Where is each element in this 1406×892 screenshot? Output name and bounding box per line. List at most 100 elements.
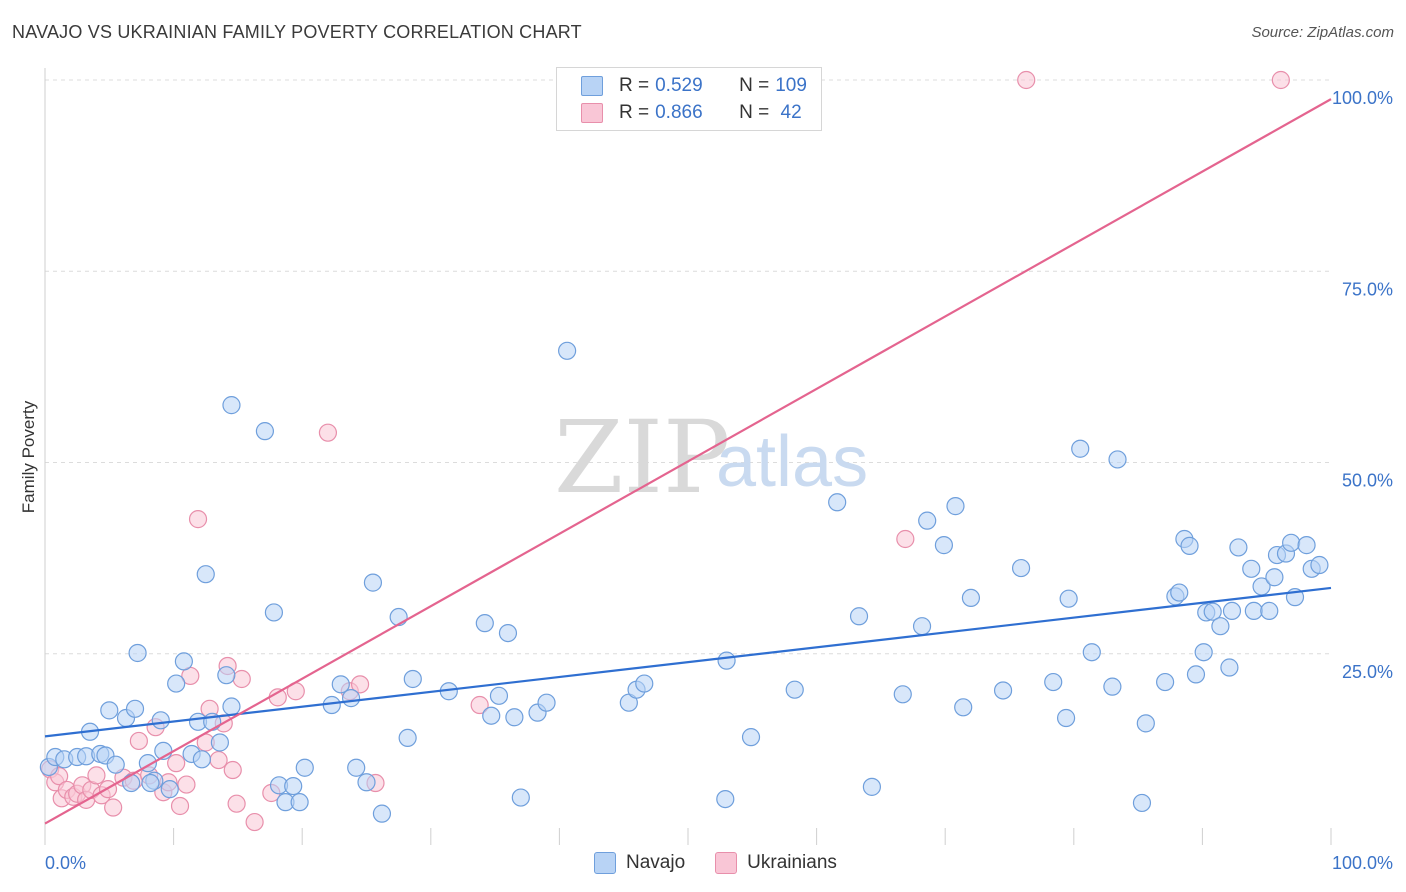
navajo-point [1229,538,1248,557]
ukrainians-point [170,796,190,816]
x-tick-label: 100.0% [1332,853,1393,873]
legend-n-label: N = [739,102,770,123]
navajo-point [210,733,229,752]
navajo-point [122,773,141,793]
navajo-point [785,680,804,699]
ukrainians-point [104,798,123,817]
navajo-point [1056,708,1076,728]
navajo-point [290,793,309,812]
navajo-point [498,623,518,643]
y-axis-label: Family Poverty [19,400,38,513]
navajo-point [1103,677,1122,696]
navajo-point [372,804,392,823]
navajo-point [716,789,735,809]
legend-n-label: N = [739,75,770,96]
navajo-point [1011,558,1031,578]
navajo-point [160,780,179,799]
navajo-point [341,689,361,708]
watermark-atlas: atlas [716,422,868,502]
ukrainians-swatch [581,103,603,123]
navajo-point [1059,589,1078,608]
legend-r-value: 0.866 [655,102,703,123]
navajo-point [1194,643,1213,662]
navajo-point [1242,559,1261,578]
navajo-point [912,617,932,636]
navajo-point [1180,536,1199,555]
stats-legend: R = 0.529 N = 109 R = 0.866 N = 42 [556,67,822,131]
chart-title: NAVAJO VS UKRAINIAN FAMILY POVERTY CORRE… [12,22,582,42]
ukrainians-point [227,794,246,813]
legend-r-value: 0.529 [655,75,703,96]
y-tick-label: 25.0% [1342,662,1393,682]
y-tick-label: 75.0% [1342,279,1393,299]
navajo-point [511,788,530,807]
tick-labels: 25.0% 50.0% 75.0% 100.0% 0.0% 100.0% [45,88,1393,873]
legend-n-value: 109 [775,75,807,96]
legend-row-ukrainians: R = 0.866 N = 42 [581,100,802,126]
ukrainians-trend-line [44,98,1332,825]
axes [44,68,1332,845]
grid [45,79,1331,655]
navajo-point [106,755,125,774]
navajo-point [167,674,186,693]
ukrainians-point [177,775,196,794]
navajo-point [1132,793,1152,813]
navajo-point [264,603,284,622]
navajo-point [918,511,937,530]
x-tick-label: 0.0% [45,853,86,873]
navajo-point [741,728,761,747]
navajo-trend-line [44,586,1332,738]
navajo-point [151,711,170,730]
navajo-legend-label: Navajo [626,852,686,873]
legend-r-label: R = [619,75,650,96]
navajo-point [1071,439,1090,458]
navajo-point [961,588,981,608]
navajo-point [1265,568,1284,587]
navajo-point [125,699,145,718]
navajo-point [222,697,241,716]
navajo-point [635,674,654,693]
source-label: Source: ZipAtlas.com [1251,24,1394,41]
navajo-point [893,685,912,704]
navajo-point [717,651,736,670]
navajo-point [196,565,215,584]
navajo-point [141,773,160,793]
navajo-point [255,422,275,441]
navajo-point [1044,672,1063,692]
navajo-point [537,693,556,712]
ukrainians-point [188,510,208,529]
navajo-point [849,607,869,626]
navajo-point [222,396,241,415]
navajo-point [1136,714,1155,733]
ukrainians-point [350,675,370,694]
navajo-point [1186,665,1206,684]
navajo-point [828,493,847,512]
navajo-point [862,777,881,796]
series-legend: Navajo Ukrainians [594,852,837,874]
navajo-point [398,728,417,748]
y-tick-label: 100.0% [1332,88,1393,108]
navajo-point [1260,601,1279,621]
navajo-swatch [581,76,603,96]
navajo-point [331,675,350,694]
navajo-point [946,497,965,516]
ukrainians-point [87,766,106,785]
legend-row-navajo: R = 0.529 N = 109 [581,73,807,99]
ukrainians-point [318,423,338,442]
navajo-point [174,652,193,671]
ukrainians-legend-swatch [715,852,738,874]
watermark: ZIP atlas [554,399,868,516]
navajo-point [1170,583,1189,602]
navajo-point [192,750,211,769]
navajo-point [505,708,524,727]
navajo-point [934,536,954,555]
navajo-point [100,701,119,720]
ukrainians-point [209,750,228,770]
navajo-point [1220,658,1239,677]
legend-n-value: 42 [775,102,802,123]
navajo-point [295,758,314,777]
navajo-legend-swatch [594,852,616,874]
navajo-point [357,773,376,792]
navajo-point [475,614,494,633]
